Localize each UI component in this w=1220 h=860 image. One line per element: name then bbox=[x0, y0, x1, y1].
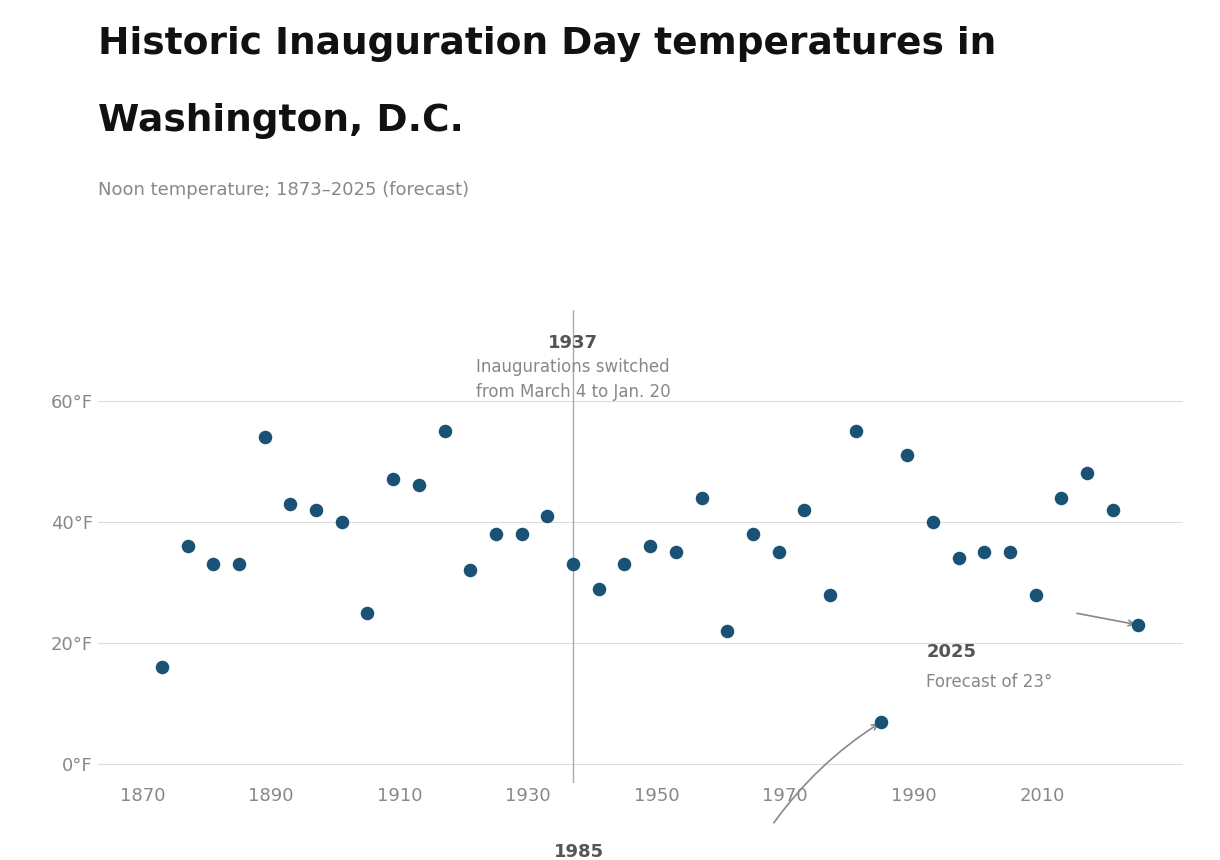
Point bbox=[178, 539, 198, 553]
Point bbox=[512, 527, 532, 541]
Point bbox=[949, 551, 969, 565]
Point bbox=[357, 606, 377, 620]
Text: 1937: 1937 bbox=[548, 334, 598, 352]
Point bbox=[487, 527, 506, 541]
Text: 1985: 1985 bbox=[554, 844, 604, 860]
Text: Historic Inauguration Day temperatures in: Historic Inauguration Day temperatures i… bbox=[98, 26, 996, 62]
Point bbox=[409, 478, 428, 492]
Point bbox=[306, 503, 326, 517]
Point bbox=[460, 563, 479, 577]
Point bbox=[281, 497, 300, 511]
Point bbox=[820, 587, 839, 601]
Point bbox=[255, 430, 274, 444]
Point bbox=[1000, 545, 1020, 559]
Point bbox=[434, 424, 454, 438]
Text: Forecast of 23°: Forecast of 23° bbox=[926, 673, 1053, 691]
Point bbox=[229, 557, 249, 571]
Point bbox=[1026, 587, 1046, 601]
Point bbox=[538, 509, 558, 523]
Point bbox=[666, 545, 686, 559]
Point bbox=[383, 472, 403, 486]
Text: Inaugurations switched
from March 4 to Jan. 20: Inaugurations switched from March 4 to J… bbox=[476, 358, 670, 401]
Point bbox=[871, 715, 891, 728]
Point bbox=[589, 581, 609, 595]
Point bbox=[1052, 491, 1071, 505]
Text: 2025: 2025 bbox=[926, 643, 976, 661]
Point bbox=[743, 527, 762, 541]
Point bbox=[1103, 503, 1122, 517]
Point bbox=[975, 545, 994, 559]
Point bbox=[794, 503, 814, 517]
Point bbox=[152, 660, 172, 674]
Text: Washington, D.C.: Washington, D.C. bbox=[98, 103, 464, 139]
Point bbox=[640, 539, 660, 553]
Point bbox=[564, 557, 583, 571]
Point bbox=[1128, 618, 1148, 632]
Point bbox=[898, 448, 917, 462]
Text: Noon temperature; 1873–2025 (forecast): Noon temperature; 1873–2025 (forecast) bbox=[98, 181, 468, 199]
Point bbox=[769, 545, 788, 559]
Point bbox=[692, 491, 711, 505]
Point bbox=[717, 624, 737, 638]
Point bbox=[845, 424, 865, 438]
Point bbox=[204, 557, 223, 571]
Point bbox=[1077, 466, 1097, 480]
Point bbox=[924, 515, 943, 529]
Point bbox=[332, 515, 351, 529]
Point bbox=[615, 557, 634, 571]
